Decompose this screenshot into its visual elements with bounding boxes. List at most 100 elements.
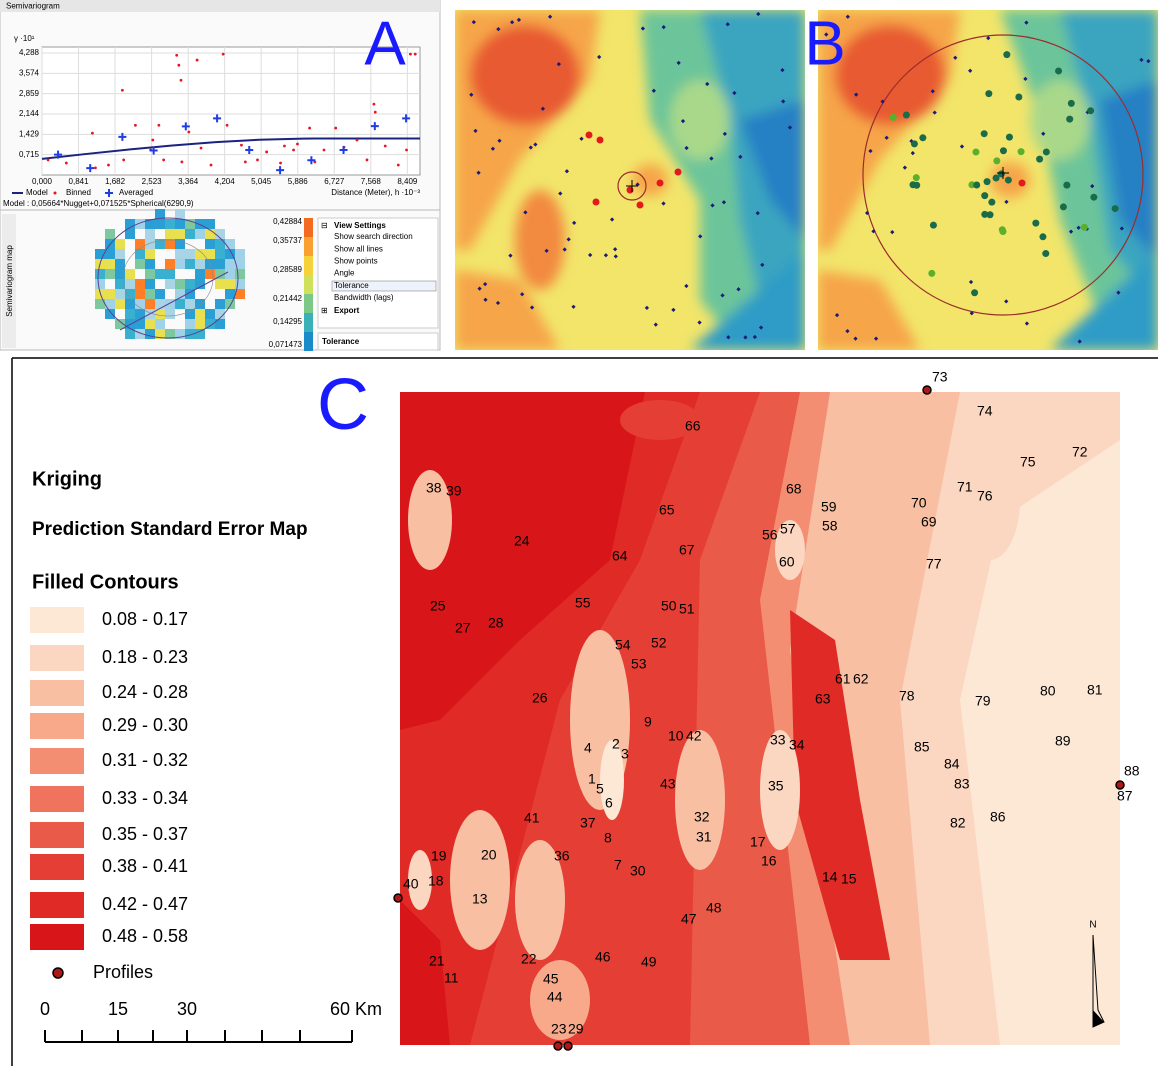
binned-point [356,139,359,142]
map-cell [225,279,235,289]
weighted-point [998,170,1005,177]
weighted-point [1006,134,1013,141]
map-cell [215,259,225,269]
map-cell [205,309,215,319]
binned-point [226,124,229,127]
binned-point [256,159,259,162]
binned-point [187,131,190,134]
binned-point [384,145,387,148]
plot-area [42,47,420,175]
weighted-point [1015,93,1022,100]
point-label: 2 [612,736,620,752]
view-setting-item: Bandwidth (lags) [334,293,394,302]
map-cell [195,329,205,339]
weighted-point [1081,224,1088,231]
export-toggle[interactable]: ⊞ [321,306,328,315]
map-cell [185,279,195,289]
colorbar-label: 0,21442 [273,294,302,303]
binned-point [292,149,295,152]
x-tick-label: 0,841 [69,177,90,186]
model-text: Model : 0,05664*Nugget+0,071525*Spherica… [3,199,194,208]
point-label: 59 [821,499,837,515]
map-cell [165,279,175,289]
point-label: 18 [428,873,444,889]
point-label: 30 [630,863,646,879]
legend-label: 0.18 - 0.23 [102,647,188,667]
point-label: 40 [403,876,419,892]
weighted-point [1090,194,1097,201]
weighted-point [913,174,920,181]
map-cell [195,229,205,239]
map-cell [115,239,125,249]
y-tick-label: 2,144 [19,109,40,118]
colorbar-label: 0,14295 [273,317,302,326]
map-cell [205,239,215,249]
legend-label: 0.38 - 0.41 [102,856,188,876]
point-label: 15 [841,871,857,887]
point-label: 79 [975,693,991,709]
binned-point [157,124,160,127]
point-label: 75 [1020,454,1036,470]
map-cell [145,279,155,289]
weighted-point [919,134,926,141]
map-subtitle: Prediction Standard Error Map [32,519,308,540]
weighted-point [1063,182,1070,189]
legend-label: 0.42 - 0.47 [102,894,188,914]
weighted-point [928,270,935,277]
map-cell [215,319,225,329]
map-cell [105,309,115,319]
weighted-point [1112,205,1119,212]
view-settings-toggle[interactable]: ⊟ [321,221,328,230]
contour [450,810,510,950]
point-label: 65 [659,502,675,518]
map-cell [185,249,195,259]
weighted-point [1005,177,1012,184]
binned-point [181,161,184,164]
point-label: 86 [990,809,1006,825]
map-cell [215,239,225,249]
y-tick-label: 0,715 [19,150,40,159]
weighted-point [1003,51,1010,58]
neighbor-point [657,180,664,187]
point-label: 64 [612,548,628,564]
semivariogram-map-label: Semivariogram map [5,245,14,317]
map-cell [155,219,165,229]
point-label: 4 [584,740,592,756]
map-cell [125,319,135,329]
profile-point [923,386,931,394]
weighted-point [1039,233,1046,240]
map-cell [115,259,125,269]
legend-swatch [30,854,84,880]
binned-point [414,53,417,56]
map-cell [165,309,175,319]
point-label: 57 [780,521,796,537]
point-label: 23 [551,1021,567,1037]
weighted-point [890,114,897,121]
point-label: 38 [426,480,442,496]
weighted-point [909,181,916,188]
weighted-point [1043,148,1050,155]
point-label: 89 [1055,733,1071,749]
colorbar-label: 0,42884 [273,217,302,226]
colorbar-segment [304,275,313,294]
map-b-left [455,10,805,350]
point-label: 63 [815,691,831,707]
map-cell [95,279,105,289]
map-cell [175,259,185,269]
binned-point [409,53,412,56]
point-label: 73 [932,369,948,385]
map-cell [145,329,155,339]
binned-point [240,144,243,147]
point-label: 25 [430,598,446,614]
weighted-point [1087,107,1094,114]
map-cell [125,309,135,319]
weighted-point [930,222,937,229]
scale-label: 30 [177,999,197,1019]
binned-point [196,59,199,62]
binned-point [151,139,154,142]
point-label: 28 [488,615,504,631]
map-cell [135,289,145,299]
binned-point [162,159,165,162]
map-cell [215,299,225,309]
neighbor-point [586,132,593,139]
